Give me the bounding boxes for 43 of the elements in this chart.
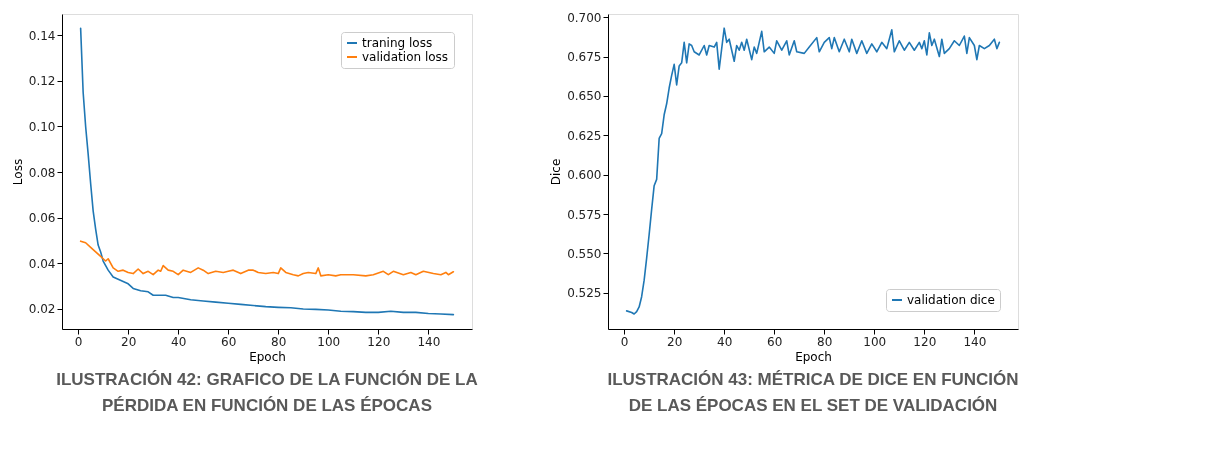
x-tick-label: 100 (863, 334, 887, 349)
x-tick-label: 80 (817, 334, 833, 349)
y-axis-title: Dice (549, 158, 564, 186)
x-axis-title: Epoch (249, 349, 286, 364)
line-series (625, 27, 1001, 315)
x-tick-label: 140 (417, 334, 441, 349)
y-tick-label: 0.04 (28, 256, 56, 271)
x-tick-label: 0 (620, 334, 629, 349)
y-tick-label: 0.650 (567, 89, 602, 104)
y-axis-title: Loss (10, 158, 25, 186)
line-series (79, 27, 455, 316)
legend-label: traning loss (362, 36, 433, 50)
y-tick-label: 0.12 (28, 74, 56, 89)
x-tick-label: 120 (367, 334, 391, 349)
x-tick-label: 60 (767, 334, 783, 349)
line-series (79, 240, 455, 277)
x-tick-label: 100 (317, 334, 341, 349)
text: ILUSTRACIÓN 42: GRAFICO DE LA FUNCIÓN DE LA PÉRDIDA EN FUNCIÓN DE LAS ÉPOCAS (56, 370, 478, 415)
y-tick-label: 0.525 (567, 286, 602, 301)
y-tick-label: 0.10 (28, 119, 56, 134)
y-tick-label: 0.575 (567, 207, 602, 222)
y-tick-label: 0.08 (28, 165, 56, 180)
x-tick-label: 20 (121, 334, 137, 349)
y-tick-label: 0.14 (28, 28, 56, 43)
legend-label: validation dice (907, 293, 995, 307)
x-tick-label: 20 (667, 334, 683, 349)
x-tick-label: 80 (271, 334, 287, 349)
x-tick-label: 0 (74, 334, 83, 349)
x-axis-title: Epoch (795, 349, 832, 364)
x-tick-label: 40 (717, 334, 733, 349)
y-tick-label: 0.600 (567, 168, 602, 183)
text: ILUSTRACIÓN 43: MÉTRICA DE DICE EN FUNCIÓN DE LAS ÉPOCAS EN EL SET DE VALIDACIÓN (607, 370, 1019, 415)
x-tick-label: 140 (963, 334, 987, 349)
y-tick-label: 0.675 (567, 50, 602, 65)
y-tick-label: 0.02 (28, 302, 56, 317)
y-tick-label: 0.550 (567, 246, 602, 261)
y-tick-label: 0.06 (28, 211, 56, 226)
y-tick-label: 0.700 (567, 10, 602, 25)
x-tick-label: 60 (221, 334, 237, 349)
legend-label: validation loss (362, 50, 449, 64)
y-tick-label: 0.625 (567, 128, 602, 143)
x-tick-label: 40 (171, 334, 187, 349)
x-tick-label: 120 (913, 334, 937, 349)
